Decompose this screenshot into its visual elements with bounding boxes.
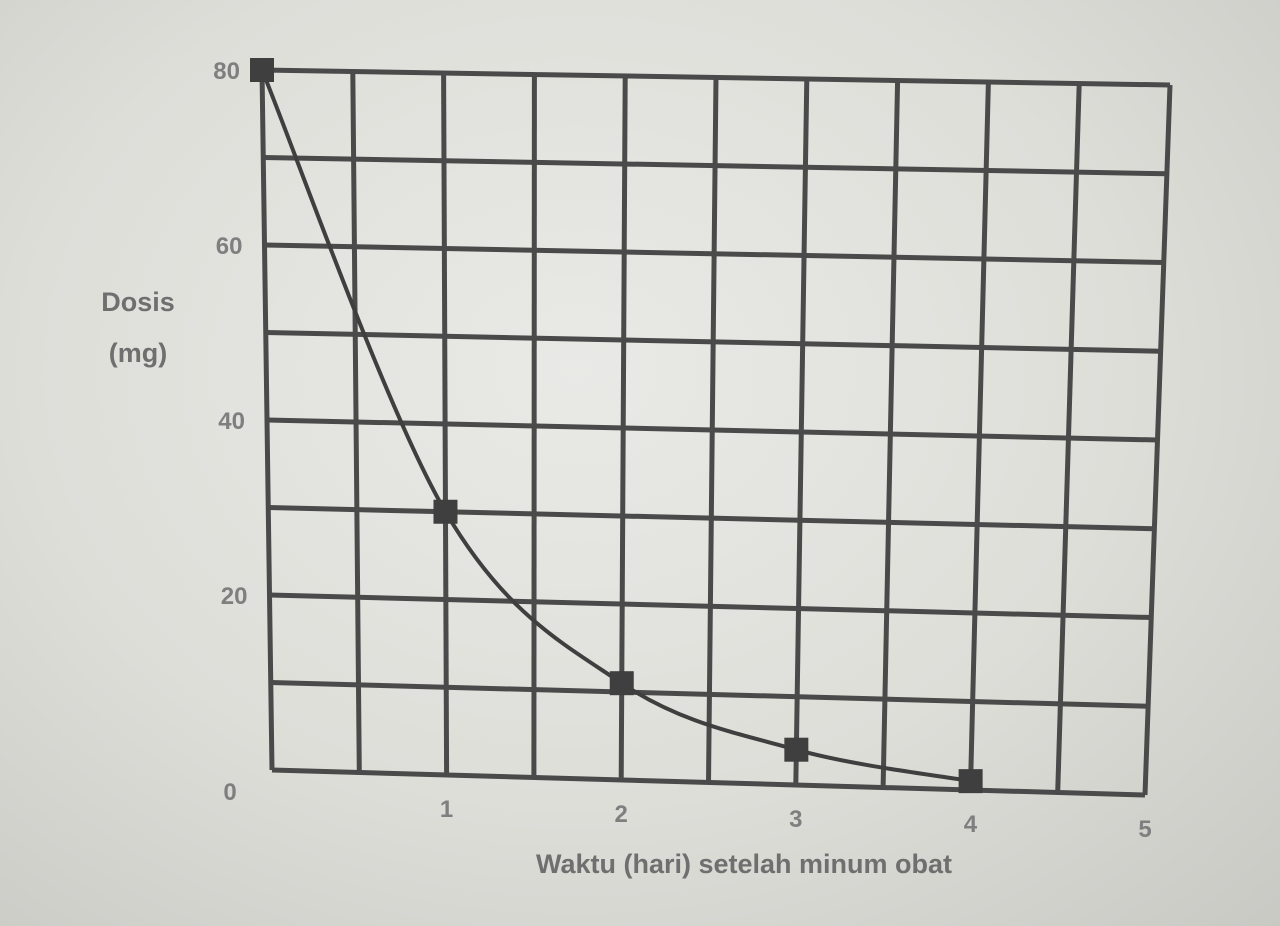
x-tick-label: 2 [615,801,628,828]
grid-line-horizontal [270,680,1149,709]
y-tick-label: 60 [216,233,243,260]
y-tick-label: 20 [221,583,248,610]
grid-line-horizontal [268,505,1155,532]
data-point-marker [609,671,634,696]
data-point-marker [250,58,274,82]
series-line [260,69,971,784]
grid-line-horizontal [263,155,1167,177]
series-line-layer [260,69,971,784]
grid-line-horizontal [261,67,1171,88]
grid-line-horizontal [264,242,1164,265]
x-tick-label: 3 [789,806,802,833]
x-tick-label: 1 [440,796,453,823]
grid-line-horizontal [269,592,1152,620]
data-markers [250,58,983,794]
grid-line-horizontal [265,330,1161,354]
x-axis-label: Waktu (hari) setelah minum obat [536,849,952,879]
y-tick-labels: 20 40 60 80 [213,58,247,610]
x-tick-label: 4 [964,811,978,838]
grid [259,67,1173,798]
x-tick-label: 0 [223,779,236,806]
data-point-marker [784,737,809,762]
y-axis-label-line-2: (mg) [109,338,167,368]
y-tick-label: 40 [218,408,245,435]
y-tick-label: 80 [213,58,240,85]
y-axis-label-line-1: Dosis [101,287,175,317]
grid-line-horizontal [271,767,1146,798]
x-tick-label: 5 [1138,816,1151,843]
x-tick-labels: 0 1 2 3 4 5 [223,779,1151,843]
grid-line-horizontal [266,417,1158,443]
data-point-marker [958,769,983,794]
data-point-marker [433,499,458,524]
